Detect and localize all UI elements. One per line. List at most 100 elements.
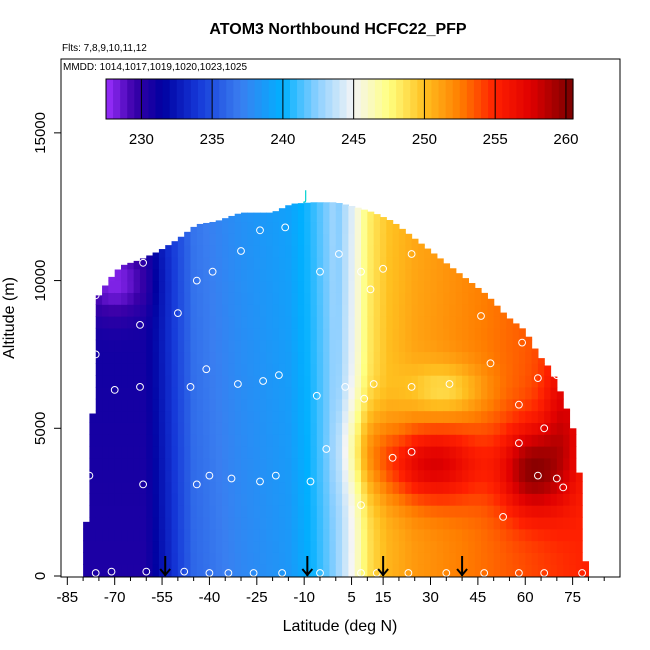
heatmap-cell [272,481,280,494]
heatmap-cell [253,268,261,282]
heatmap-cell [455,552,463,565]
heatmap-cell [215,386,223,400]
heatmap-cell [310,457,318,471]
heatmap-cell [190,375,198,388]
heatmap-cell [177,316,185,329]
heatmap-cell [316,457,324,471]
heatmap-cell [234,516,242,530]
heatmap-cell [241,375,248,388]
heatmap-cell [455,363,463,376]
heatmap-cell [392,363,400,376]
heatmap-cell [354,505,362,518]
heatmap-cell [556,398,564,412]
heatmap-cell [449,434,457,447]
heatmap-cell [228,446,236,459]
heatmap-cell [228,505,236,518]
heatmap-cell [228,457,236,471]
heatmap-cell [392,292,400,305]
heatmap-cell [436,540,444,553]
sample-point [486,359,495,368]
sample-point [208,267,217,276]
heatmap-cell [165,481,173,494]
heatmap-cell [512,375,520,388]
heatmap-cell [114,552,122,565]
heatmap-cell [335,564,343,577]
heatmap-cell [329,552,337,565]
heatmap-cell [481,398,488,412]
heatmap-cell [493,446,501,459]
heatmap-cell [455,292,463,305]
heatmap-cell [177,469,185,483]
heatmap-cell [525,336,533,341]
heatmap-cell [278,316,286,329]
heatmap-cell [424,540,432,553]
heatmap-cell [405,422,413,435]
heatmap-cell [133,316,141,329]
heatmap-cell [537,516,545,530]
heatmap-cell [430,481,438,494]
heatmap-cell [348,398,356,412]
heatmap-cell [512,457,520,471]
heatmap-cell [177,410,185,423]
heatmap-cell [215,245,223,258]
heatmap-cell [203,410,211,423]
heatmap-cell [411,363,419,376]
heatmap-cell [493,386,501,400]
heatmap-cell [190,422,198,435]
heatmap-cell [285,351,293,364]
heatmap-cell [146,280,154,293]
heatmap-cell [247,363,255,376]
heatmap-cell [354,327,362,341]
heatmap-cell [424,256,432,270]
heatmap-cell [310,528,318,542]
heatmap-cell [304,339,312,353]
heatmap-cell [209,398,217,412]
heatmap-cell [253,363,261,376]
heatmap-cell [297,280,305,293]
sample-point [379,264,388,273]
sample-point [139,480,148,489]
heatmap-cell [499,339,507,353]
colorbar-cell [438,79,447,119]
heatmap-cell [259,481,267,494]
heatmap-cell [121,434,128,447]
heatmap-cell [127,351,135,364]
colorbar-cell [558,79,567,119]
heatmap-cell [165,256,173,270]
heatmap-cell [259,516,267,530]
heatmap-cell [544,375,552,388]
heatmap-cell [285,446,293,459]
heatmap-cell [165,363,173,376]
heatmap-cell [367,446,375,459]
heatmap-cell [405,304,413,317]
heatmap-cell [329,528,337,542]
heatmap-cell [386,505,394,518]
heatmap-cell [310,327,318,341]
heatmap-cell [342,221,349,234]
heatmap-cell [436,410,444,423]
sample-point [136,321,144,329]
heatmap-cell [455,505,463,518]
heatmap-cell [493,375,501,388]
heatmap-cell [487,410,495,423]
sample-point [237,247,245,255]
heatmap-cell [392,256,400,270]
heatmap-cell [146,434,154,447]
heatmap-cell [133,398,141,412]
sample-point [91,569,100,577]
heatmap-cell [481,304,488,317]
heatmap-cell [411,339,419,353]
heatmap-cell [241,481,248,494]
heatmap-cell [102,481,109,494]
heatmap-cell [417,446,425,459]
heatmap-cell [304,245,312,258]
heatmap-cell [139,327,147,341]
heatmap-cell [468,516,476,530]
heatmap-cell [95,528,103,542]
heatmap-cell [537,481,545,494]
heatmap-cell [304,209,312,223]
heatmap-cell [424,410,432,423]
heatmap-cell [354,233,362,246]
heatmap-cell [316,446,324,459]
heatmap-cell [190,363,198,376]
